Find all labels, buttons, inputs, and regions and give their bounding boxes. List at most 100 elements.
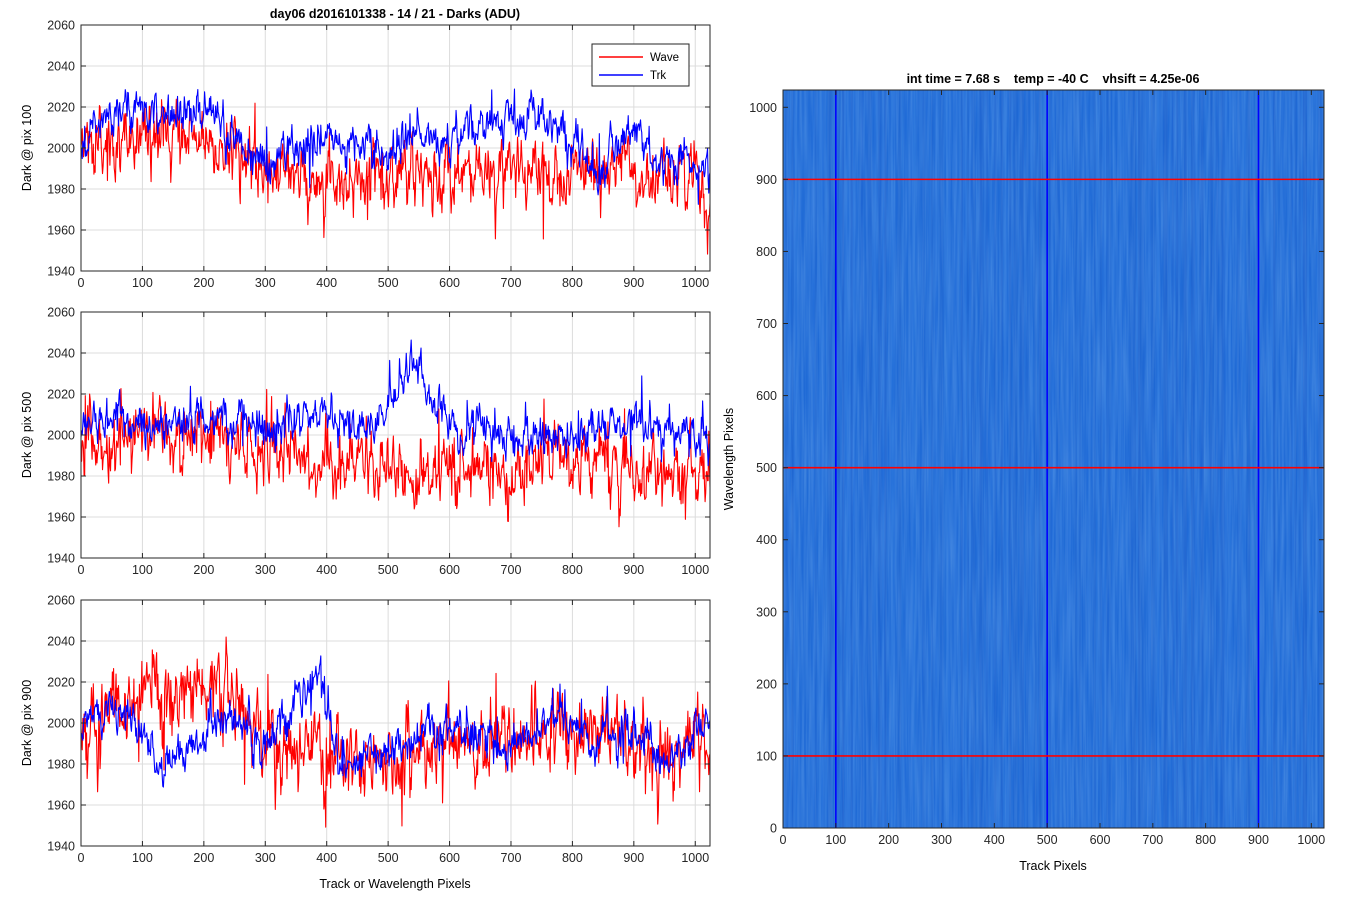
- column-band: [1171, 90, 1174, 828]
- column-band: [1045, 90, 1048, 828]
- x-tick-label: 900: [623, 563, 644, 577]
- x-tick-label: 700: [501, 851, 522, 865]
- column-band: [1239, 90, 1242, 828]
- x-tick-label: 900: [623, 851, 644, 865]
- line-chart-pix-100: 0 100 200 300 400 500 600 700 800 900 1000 1940 196…: [20, 19, 711, 290]
- column-band: [1066, 90, 1069, 828]
- column-band: [1000, 90, 1003, 828]
- image-frame: [782, 89, 1325, 829]
- x-tick-label: 600: [439, 851, 460, 865]
- x-tick-label: 200: [193, 276, 214, 290]
- column-band: [1087, 90, 1090, 828]
- column-band: [1224, 90, 1227, 828]
- column-band: [1112, 90, 1115, 828]
- x-tick-label: 300: [931, 833, 952, 847]
- y-tick-label: 1000: [749, 101, 777, 115]
- column-band: [1266, 90, 1270, 828]
- column-band: [1028, 90, 1031, 828]
- column-band: [1216, 90, 1219, 828]
- column-band: [1176, 90, 1179, 828]
- x-tick-label: 700: [501, 276, 522, 290]
- dark-frame-image: int time = 7.68 s temp = -40 C vhsift = …: [722, 72, 1325, 873]
- column-band: [1093, 90, 1096, 828]
- y-axis-label: Wavelength Pixels: [722, 408, 736, 510]
- column-band: [833, 90, 836, 828]
- column-band: [1021, 90, 1024, 828]
- column-band: [1034, 90, 1037, 828]
- x-tick-label: 600: [439, 563, 460, 577]
- column-band: [1055, 90, 1058, 828]
- column-band: [1148, 90, 1151, 828]
- track-markers: [835, 90, 1260, 828]
- column-band: [960, 90, 963, 828]
- x-tick-label: 200: [878, 833, 899, 847]
- column-band: [1321, 90, 1324, 828]
- column-band: [1245, 90, 1248, 828]
- column-band: [966, 90, 969, 828]
- column-band: [1119, 90, 1122, 828]
- column-band: [1049, 90, 1052, 828]
- column-band: [884, 90, 887, 828]
- column-band: [1099, 90, 1103, 828]
- x-tick-label: 0: [78, 563, 85, 577]
- legend-label-wave: Wave: [650, 52, 679, 64]
- column-band: [1262, 90, 1265, 828]
- column-band: [1220, 90, 1223, 828]
- column-band: [1290, 90, 1293, 828]
- column-band: [1252, 90, 1255, 828]
- column-band: [1304, 90, 1308, 828]
- column-band: [848, 90, 851, 828]
- y-tick-label: 1940: [47, 552, 75, 566]
- y-axis-label: Dark @ pix 900: [20, 680, 34, 766]
- column-band: [869, 90, 872, 828]
- column-band: [818, 90, 822, 828]
- image-title: int time = 7.68 s temp = -40 C vhsift = …: [907, 72, 1200, 86]
- column-band: [1051, 90, 1054, 828]
- legend-box: [591, 43, 690, 87]
- legend: Wave Trk: [591, 43, 690, 87]
- x-tick-labels: 0 100 200 300 400 500 600 700 800 900 1000: [78, 312, 709, 577]
- y-tick-label: 1960: [47, 511, 75, 525]
- column-band: [1201, 90, 1204, 828]
- series-line-trk: [81, 655, 710, 788]
- x-tick-label: 1000: [1297, 833, 1325, 847]
- column-band: [1015, 90, 1018, 828]
- column-band: [1102, 90, 1105, 828]
- y-tick-labels: 0 100 200 300 400 500 600 700 800 900 1000: [749, 101, 1324, 836]
- y-tick-label: 100: [756, 749, 777, 763]
- x-tick-label: 800: [562, 563, 583, 577]
- column-band: [1199, 90, 1202, 828]
- x-tick-label: 500: [378, 276, 399, 290]
- column-band: [971, 90, 974, 828]
- column-band: [1042, 90, 1046, 828]
- y-tick-label: 2040: [47, 60, 75, 74]
- y-tick-label: 2020: [47, 676, 75, 690]
- x-tick-label: 300: [255, 851, 276, 865]
- column-band: [1237, 90, 1240, 828]
- column-band: [1300, 90, 1303, 828]
- column-band: [914, 90, 917, 828]
- column-band: [1129, 90, 1132, 828]
- column-band: [962, 90, 965, 828]
- column-band: [1222, 90, 1225, 828]
- x-tick-label: 500: [378, 851, 399, 865]
- column-band: [1146, 90, 1149, 828]
- x-tick-label: 0: [780, 833, 787, 847]
- series-line-wave: [81, 636, 710, 828]
- x-tick-label: 100: [132, 851, 153, 865]
- column-band: [1165, 90, 1168, 828]
- column-band: [814, 90, 817, 828]
- column-band: [1192, 90, 1196, 828]
- column-band: [1135, 90, 1139, 828]
- x-axis-label: Track Pixels: [1019, 859, 1087, 873]
- line-chart-pix-900: 0 100 200 300 400 500 600 700 800 900 1000 1940 196…: [20, 594, 711, 891]
- x-tick-labels: 0 100 200 300 400 500 600 700 800 900 1000: [78, 25, 709, 290]
- column-band: [1188, 90, 1191, 828]
- column-band: [795, 90, 798, 828]
- legend-label-trk: Trk: [650, 70, 666, 82]
- column-band: [909, 90, 912, 828]
- x-tick-label: 800: [562, 851, 583, 865]
- column-band: [945, 90, 948, 828]
- column-band: [846, 90, 849, 828]
- column-band: [1068, 90, 1071, 828]
